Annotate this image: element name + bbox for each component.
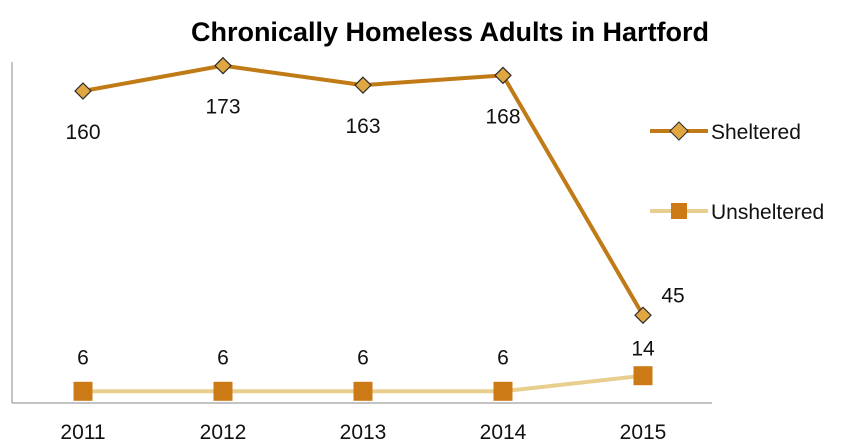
data-label-sheltered-2014: 168 (485, 105, 520, 128)
legend-marker-unsheltered (671, 203, 687, 219)
data-label-sheltered-2015: 45 (661, 284, 684, 307)
legend-item-sheltered: Sheltered (650, 121, 801, 144)
legend: Sheltered Unsheltered (650, 121, 824, 224)
legend-item-unsheltered: Unsheltered (650, 201, 824, 224)
legend-marker-sheltered (670, 122, 688, 140)
data-point-sheltered-2011 (75, 83, 91, 99)
data-labels-layer: 160 173 163 168 45 6 6 6 6 14 (65, 96, 684, 370)
data-point-unsheltered-2011 (74, 382, 92, 400)
chart-title: Chronically Homeless Adults in Hartford (191, 17, 709, 47)
data-label-sheltered-2011: 160 (65, 121, 100, 144)
legend-label-unsheltered: Unsheltered (711, 201, 824, 224)
x-tick-label-2014: 2014 (480, 421, 527, 444)
x-tick-label-2012: 2012 (200, 421, 247, 444)
data-point-sheltered-2013 (355, 77, 371, 93)
data-point-sheltered-2014 (495, 67, 511, 83)
x-tick-label-2013: 2013 (340, 421, 387, 444)
x-tick-label-2011: 2011 (60, 421, 105, 444)
x-tick-labels: 2011 2012 2013 2014 2015 (60, 421, 666, 444)
legend-label-sheltered: Sheltered (711, 121, 801, 144)
data-label-unsheltered-2012: 6 (217, 346, 229, 369)
data-point-unsheltered-2015 (634, 367, 652, 385)
data-label-sheltered-2012: 173 (205, 96, 240, 119)
data-label-unsheltered-2015: 14 (631, 338, 655, 361)
data-label-unsheltered-2013: 6 (357, 346, 369, 369)
x-tick-label-2015: 2015 (620, 421, 667, 444)
data-point-sheltered-2012 (215, 58, 231, 74)
data-point-sheltered-2015 (635, 307, 651, 323)
series-line-sheltered (83, 66, 643, 316)
data-point-unsheltered-2013 (354, 382, 372, 400)
data-label-unsheltered-2014: 6 (497, 346, 509, 369)
data-label-unsheltered-2011: 6 (77, 346, 89, 369)
data-point-unsheltered-2014 (494, 382, 512, 400)
data-label-sheltered-2013: 163 (345, 115, 380, 138)
data-point-unsheltered-2012 (214, 382, 232, 400)
